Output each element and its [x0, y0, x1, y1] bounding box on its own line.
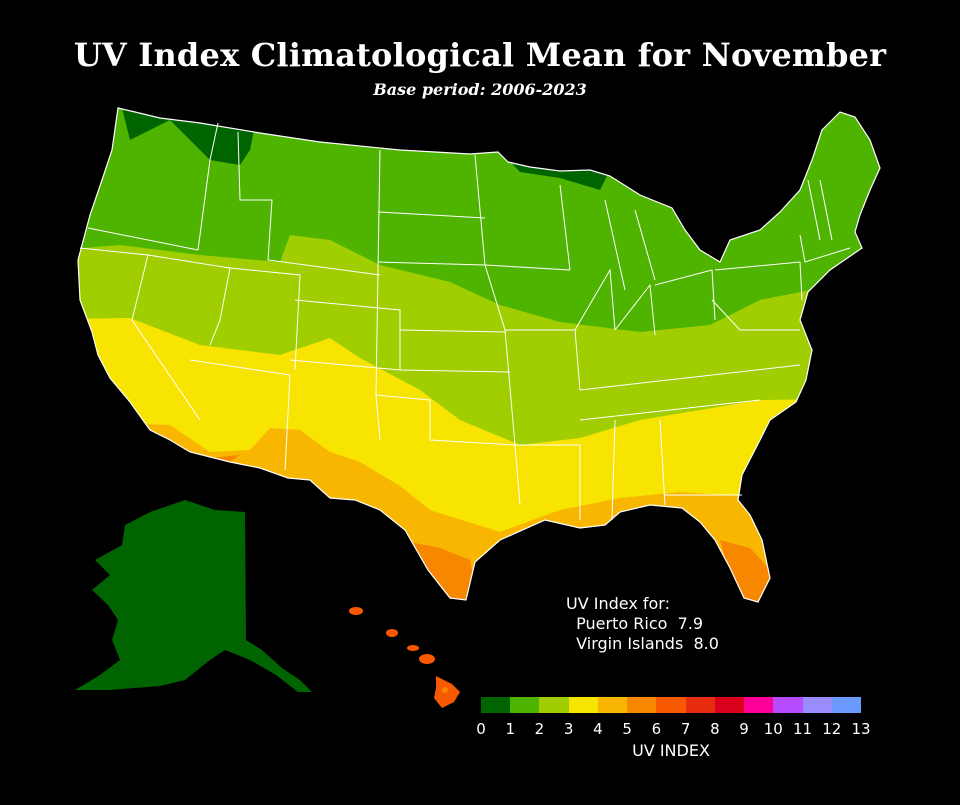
border-tn-south	[579, 399, 761, 421]
border-ny-east	[799, 234, 851, 263]
territory-note: UV Index for: Puerto Rico 7.9 Virgin Isl…	[566, 594, 719, 654]
colorbar-segment	[539, 697, 569, 713]
border-in	[614, 283, 656, 336]
colorbar-segment	[773, 697, 803, 713]
alaska	[75, 500, 312, 692]
hawaii-oahu	[386, 629, 398, 637]
us-outline	[77, 107, 881, 603]
border-idaho-west	[197, 122, 219, 251]
border-nh-me	[819, 179, 833, 241]
hawaii-maui	[419, 654, 435, 664]
territory-place: Puerto Rico	[576, 614, 668, 633]
border-mn-ia	[484, 264, 571, 271]
colorbar-segment	[831, 697, 862, 713]
colorbar-tick-label: 10	[763, 720, 783, 738]
border-nv-ut	[147, 254, 231, 346]
colorbar-tick-label: 3	[563, 720, 574, 738]
colorbar-segment	[714, 697, 745, 713]
border-wi-west	[559, 184, 571, 271]
colorbar-segment	[627, 697, 657, 713]
colorbar-tick-label: 0	[476, 720, 486, 738]
border-michigan	[604, 199, 656, 291]
colorbar-label: UV INDEX	[632, 741, 710, 760]
border-ne-ks	[399, 329, 506, 333]
colorbar-segment	[568, 697, 598, 713]
border-ut-co	[229, 267, 301, 371]
colorbar-segment	[685, 697, 715, 713]
colorbar-tick-label: 12	[822, 720, 842, 738]
hawaii	[349, 607, 460, 708]
border-oh	[654, 269, 716, 321]
colorbar-segment	[510, 697, 540, 713]
border-or-ca-nv	[79, 247, 201, 421]
colorbar-tick-label: 13	[851, 720, 871, 738]
colorbar-tick-label: 11	[792, 720, 813, 738]
colorbar-tick-label: 8	[710, 720, 720, 738]
territory-heading: UV Index for:	[566, 594, 670, 613]
map-subtitle: Base period: 2006-2023	[373, 80, 587, 99]
territory-line-virgin-islands: Virgin Islands 8.0	[566, 634, 719, 654]
colorbar-tick-label: 9	[739, 720, 749, 738]
colorbar-segment	[597, 697, 628, 713]
border-sd-ne	[377, 261, 486, 266]
border-wa-or	[87, 227, 199, 251]
border-al-ga	[659, 419, 666, 506]
colorbar-segment	[656, 697, 686, 713]
border-colorado	[289, 299, 401, 371]
hawaii-kauai	[349, 607, 363, 615]
hawaii-peak	[442, 687, 448, 693]
border-ar-la	[515, 444, 581, 520]
border-vt-nh	[807, 179, 821, 241]
uv-colorbar	[481, 697, 862, 713]
colorbar-tick-label: 1	[505, 720, 515, 738]
colorbar-tick-label: 2	[534, 720, 545, 738]
border-az-nm	[189, 359, 291, 471]
border-tx-ok	[375, 394, 516, 446]
colorbar-tick-label: 4	[593, 720, 603, 738]
colorbar-tick-label: 6	[651, 720, 662, 738]
border-nd-sd	[377, 211, 486, 219]
territory-value: 7.9	[677, 614, 704, 633]
border-mt-wy	[237, 131, 381, 276]
border-il	[574, 268, 616, 331]
map-title: UV Index Climatological Mean for Novembe…	[73, 36, 887, 74]
border-pa	[714, 261, 803, 301]
border-plains-west	[375, 149, 381, 441]
state-borders	[79, 122, 851, 521]
band-uv-5-6-florida	[720, 540, 770, 602]
border-wv-va	[711, 299, 800, 331]
colorbar-tick-label: 7	[680, 720, 691, 738]
territory-value: 8.0	[693, 634, 719, 653]
colorbar-segment	[744, 697, 774, 713]
territory-place: Virgin Islands	[576, 634, 684, 653]
colorbar-segment	[802, 697, 832, 713]
colorbar-segment	[481, 697, 511, 713]
border-ky-tn	[579, 364, 801, 391]
territory-line-puerto-rico: Puerto Rico 7.9	[566, 614, 719, 634]
border-ms-al	[611, 419, 616, 521]
colorbar-tick-label: 5	[622, 720, 632, 738]
hawaii-molokai	[407, 645, 419, 651]
border-ks-ok	[399, 369, 511, 373]
